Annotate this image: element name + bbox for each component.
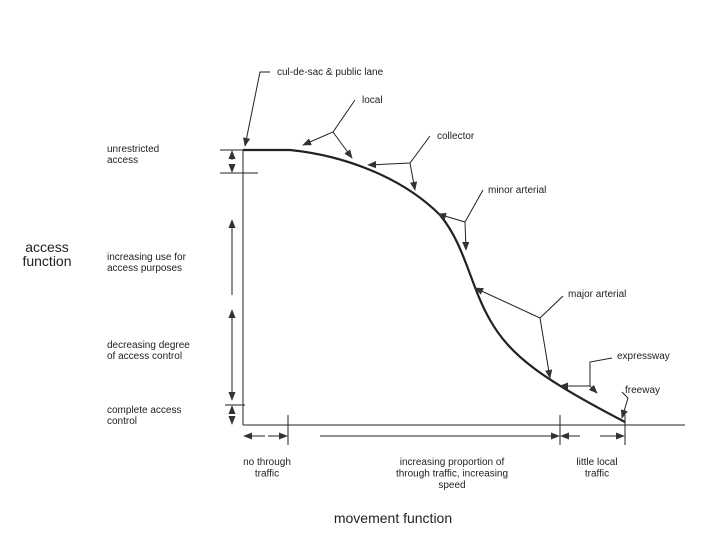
road-class-label: major arterial (568, 289, 626, 300)
road-class-label: collector (437, 131, 475, 142)
band-label: increasing proportion of (400, 457, 505, 468)
band-label: traffic (585, 469, 609, 480)
axes (220, 149, 685, 426)
road-class-label: local (362, 95, 383, 106)
road-class-label: freeway (625, 385, 660, 396)
x-axis-label: movement function (334, 510, 452, 526)
access-level-label: of access control (107, 351, 182, 362)
band-label: speed (438, 480, 465, 491)
road-class-label: minor arterial (488, 185, 546, 196)
band-label: little local (576, 457, 617, 468)
callouts (243, 71, 629, 419)
access-level-label: control (107, 416, 137, 427)
band-label: traffic (255, 469, 279, 480)
access-level-label: unrestricted (107, 144, 159, 155)
access-level-label: access (107, 155, 138, 166)
access-level-label: decreasing degree (107, 340, 190, 351)
curve (243, 148, 626, 423)
access-level-label: access purposes (107, 263, 182, 274)
band-label: through traffic, increasing (396, 469, 508, 480)
road-class-label: cul-de-sac & public lane (277, 67, 384, 78)
y-axis-label: access (25, 239, 69, 255)
y-axis-label: function (22, 253, 71, 269)
access-level-label: increasing use for (107, 252, 187, 263)
band-label: no through (243, 457, 291, 468)
access-level-label: complete access (107, 405, 181, 416)
road-class-label: expressway (617, 351, 670, 362)
labels: cul-de-sac & public lane local collector mi… (22, 67, 669, 526)
bottom-arrows (243, 415, 626, 445)
